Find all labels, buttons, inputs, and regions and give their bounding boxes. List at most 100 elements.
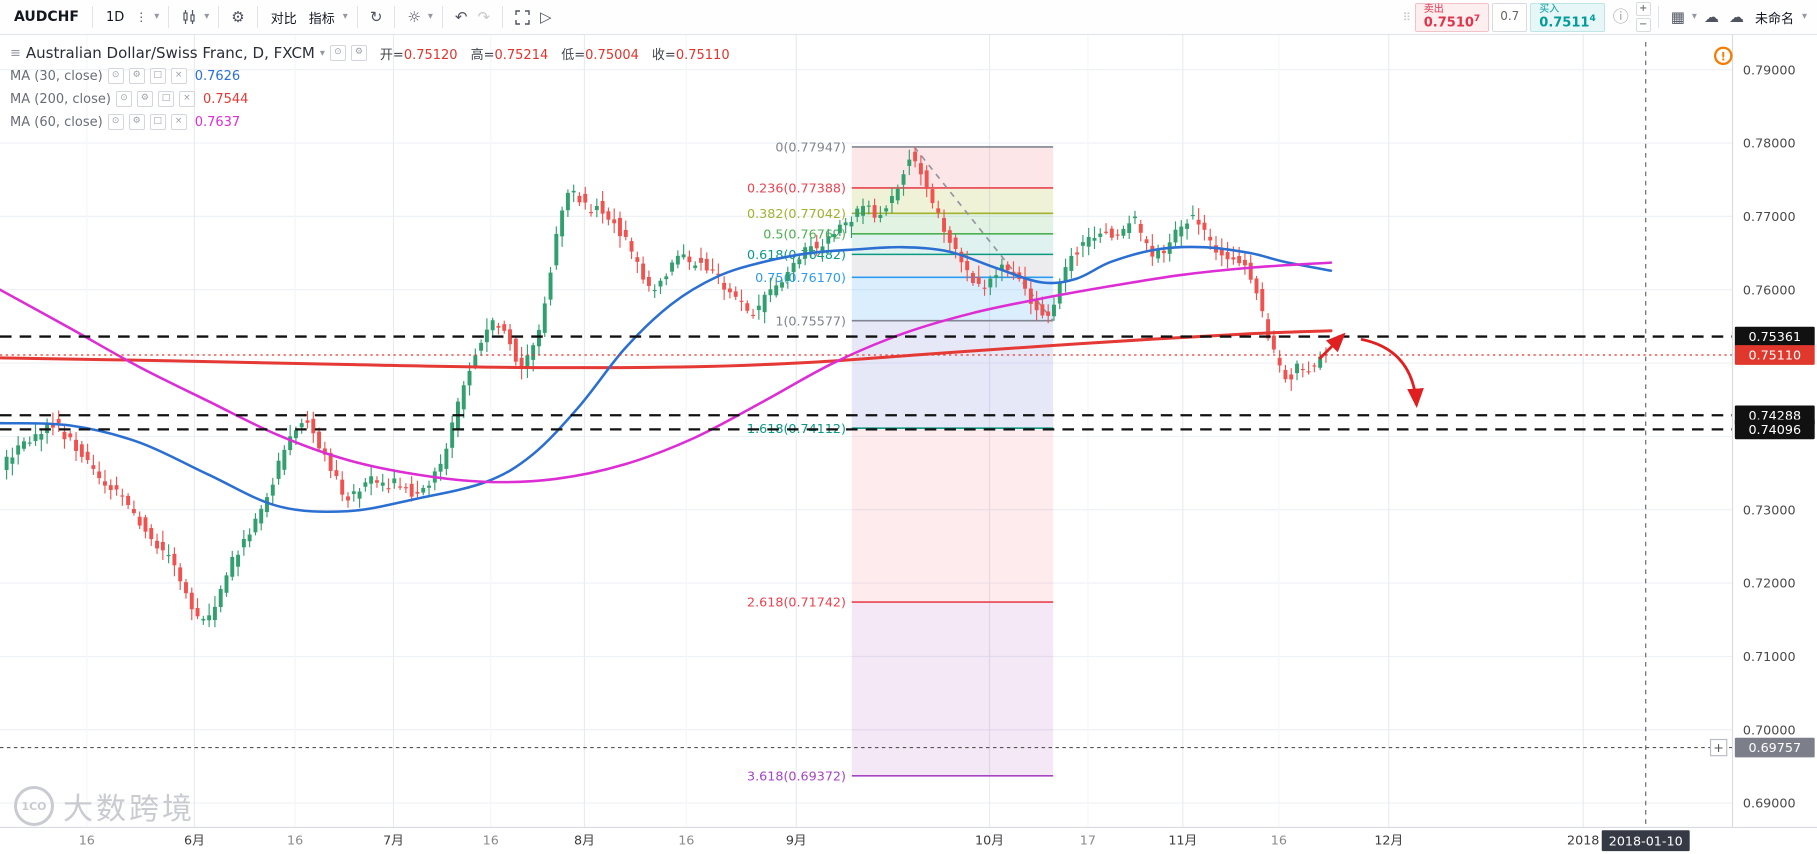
compare-button[interactable]: 对比: [265, 8, 303, 27]
indicator-value: 0.7637: [194, 114, 241, 130]
source-box-icon[interactable]: □: [157, 91, 174, 107]
cloud-save-icon[interactable]: ☁: [1728, 7, 1744, 26]
indicator-name[interactable]: MA (30, close): [10, 68, 103, 84]
indicator-name[interactable]: MA (60, close): [10, 114, 103, 130]
indicators-caret-icon[interactable]: ▾: [342, 11, 348, 22]
interval-menu-icon[interactable]: ⋮: [135, 10, 148, 24]
replay-play-icon[interactable]: ▷: [540, 7, 552, 26]
indicator-row-ma60: MA (60, close) ⊙ ⚙ □ × 0.7637: [10, 112, 730, 132]
indicators-button[interactable]: 指标: [303, 8, 341, 27]
fullscreen-icon[interactable]: [510, 9, 535, 25]
cloud-load-icon[interactable]: ☁: [1703, 7, 1719, 26]
svg-text:0.69000: 0.69000: [1743, 796, 1796, 811]
symbol-button[interactable]: AUDCHF: [8, 9, 85, 25]
toolbar-separator: [356, 6, 358, 28]
svg-text:10月: 10月: [975, 833, 1004, 848]
toolbar-separator: [91, 6, 93, 28]
buy-button[interactable]: 买入 0.75114: [1530, 2, 1605, 32]
close-icon[interactable]: ×: [178, 91, 195, 107]
svg-text:16: 16: [1271, 833, 1287, 848]
svg-text:0.75(0.76170): 0.75(0.76170): [755, 270, 846, 285]
toolbar-separator: [168, 6, 170, 28]
spread-value: 0.7: [1492, 2, 1528, 32]
eye-icon[interactable]: ⊙: [329, 45, 346, 61]
price-badge: [1734, 345, 1815, 365]
svg-text:0.75361: 0.75361: [1748, 329, 1801, 344]
indicator-name[interactable]: MA (200, close): [10, 91, 111, 107]
info-icon[interactable]: ⓘ: [1612, 7, 1629, 26]
ma60-line: [0, 261, 1333, 484]
layout-name-caret-icon[interactable]: ▾: [1801, 11, 1807, 22]
watermark-text: 大数跨境: [63, 792, 195, 827]
eye-icon[interactable]: ⊙: [107, 114, 124, 130]
settings-icon[interactable]: ⚙: [128, 68, 145, 84]
add-alert-plus-button: [1709, 738, 1728, 757]
source-box-icon[interactable]: □: [149, 114, 166, 130]
undo-icon[interactable]: ↶: [454, 7, 468, 26]
svg-text:0.5(0.76762): 0.5(0.76762): [763, 226, 846, 241]
candles-series: [4, 146, 1328, 628]
layout-grid-icon[interactable]: ▦: [1670, 7, 1685, 26]
svg-text:!: !: [1721, 49, 1726, 63]
price-badge: [1734, 737, 1815, 758]
indicator-value: 0.7626: [194, 68, 241, 84]
settings-icon[interactable]: ⚙: [128, 114, 145, 130]
series-caret-icon[interactable]: ▾: [319, 47, 325, 59]
svg-text:16: 16: [287, 833, 303, 848]
sell-label: 卖出: [1423, 3, 1444, 15]
price-badge: [1734, 326, 1815, 347]
svg-text:8月: 8月: [574, 833, 595, 848]
ohlc-high: 高=0.75214: [470, 47, 549, 63]
settings-icon[interactable]: ⚙: [350, 45, 367, 61]
layout-caret-icon[interactable]: ▾: [1691, 11, 1697, 22]
eye-icon[interactable]: ⊙: [107, 68, 124, 84]
svg-text:16: 16: [483, 833, 499, 848]
svg-text:0.76000: 0.76000: [1743, 282, 1796, 297]
indicator-value: 0.7544: [202, 91, 249, 107]
svg-text:0.79000: 0.79000: [1743, 62, 1796, 77]
ma200-line: [0, 329, 1333, 370]
watermark: 1CO 大数跨境: [14, 784, 195, 828]
annotation-arrows: [1318, 332, 1424, 408]
chart-type-icon[interactable]: [176, 9, 202, 25]
time-axis: 16 6月 16 7月 16 8月 16 9月 10月 17 11月 16 12月 2018 2018-01…: [79, 830, 1690, 852]
minus-button[interactable]: −: [1635, 18, 1651, 32]
sell-button[interactable]: 卖出 0.75107: [1414, 2, 1490, 32]
price-badge: [1734, 419, 1815, 440]
chart-type-caret-icon[interactable]: ▾: [204, 11, 210, 22]
chart-area: 0(0.77947) 0.236(0.77388) 0.382(0.77042) 0.…: [0, 35, 1817, 854]
legend-menu-icon[interactable]: ≡: [10, 45, 21, 61]
interval-button[interactable]: 1D: [100, 10, 130, 25]
drag-handle-icon[interactable]: ⠿: [1402, 10, 1411, 24]
settings-icon[interactable]: ⚙: [136, 91, 153, 107]
svg-text:0.382(0.77042): 0.382(0.77042): [747, 206, 846, 221]
toolbar-separator: [1657, 6, 1659, 28]
ideas-caret-icon[interactable]: ▾: [427, 11, 433, 22]
svg-text:0.72000: 0.72000: [1743, 576, 1796, 591]
settings-gear-icon[interactable]: ⚙: [231, 7, 245, 26]
toolbar-separator: [256, 6, 258, 28]
refresh-icon[interactable]: ↻: [369, 7, 383, 26]
plus-button[interactable]: +: [1635, 2, 1651, 16]
fib-retracement: 0(0.77947) 0.236(0.77388) 0.382(0.77042) 0.…: [747, 140, 1054, 783]
svg-text:11月: 11月: [1168, 833, 1197, 848]
top-toolbar: AUDCHF 1D ⋮ ▾ ▾ ⚙ 对比 指标 ▾ ↻ ☼ ▾ ↶ ↷: [0, 0, 1817, 35]
eye-icon[interactable]: ⊙: [115, 91, 132, 107]
svg-text:0.69757: 0.69757: [1748, 740, 1801, 755]
interval-caret-icon[interactable]: ▾: [154, 11, 160, 22]
indicator-row-ma200: MA (200, close) ⊙ ⚙ □ × 0.7544: [10, 89, 730, 109]
toolbar-separator: [218, 6, 220, 28]
ideas-bulb-icon[interactable]: ☼: [407, 7, 421, 26]
svg-text:17: 17: [1080, 833, 1096, 848]
svg-text:0.78000: 0.78000: [1743, 136, 1796, 151]
redo-icon[interactable]: ↷: [477, 7, 491, 26]
price-chart[interactable]: 0(0.77947) 0.236(0.77388) 0.382(0.77042) 0.…: [0, 35, 1817, 854]
close-icon[interactable]: ×: [170, 68, 187, 84]
series-title[interactable]: Australian Dollar/Swiss Franc, D, FXCM: [25, 44, 315, 62]
svg-text:16: 16: [79, 833, 95, 848]
ohlc-low: 低=0.75004: [561, 47, 639, 63]
layout-name-button[interactable]: 未命名: [1749, 8, 1800, 27]
alert-icon: [1713, 46, 1733, 66]
source-box-icon[interactable]: □: [149, 68, 166, 84]
close-icon[interactable]: ×: [170, 114, 187, 130]
